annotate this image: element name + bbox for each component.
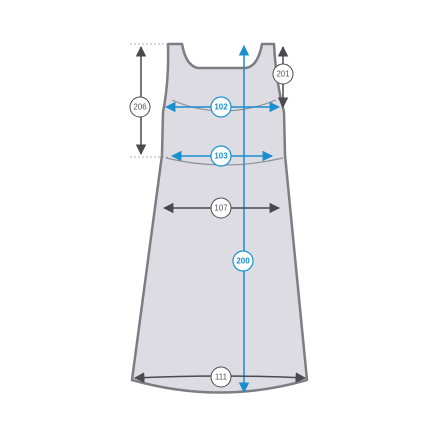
label-200: 200 [236,257,250,266]
label-107: 107 [214,204,228,213]
badge-111 [210,366,232,388]
badge-103 [210,145,232,167]
label-103: 103 [214,152,228,161]
badge-206 [129,96,151,118]
badge-107 [210,197,232,219]
label-201: 201 [276,70,290,79]
label-111: 111 [215,373,228,382]
label-206: 206 [133,103,147,112]
badge-200 [232,250,254,272]
badge-201 [272,63,294,85]
badge-102 [210,96,232,118]
label-102: 102 [214,103,228,112]
